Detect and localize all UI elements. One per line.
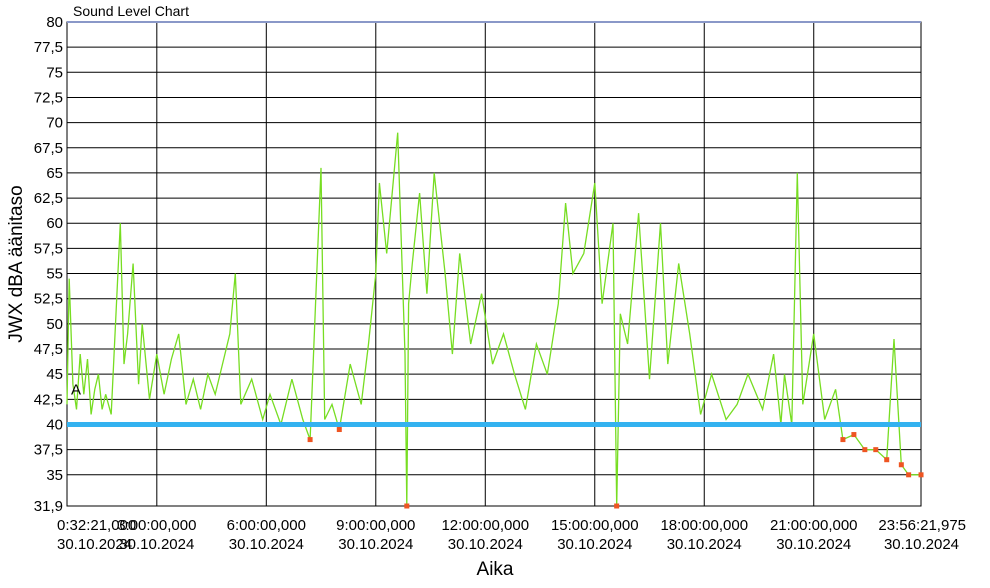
x-tick-date-label: 30.10.2024 [667,536,742,553]
x-tick-time-label: 9:00:00,000 [336,517,415,534]
y-tick-label: 70 [46,115,63,132]
y-tick-label: 72,5 [34,89,63,106]
y-tick-label: 45 [46,366,63,383]
y-tick-label: 57,5 [34,240,63,257]
y-tick-label: 55 [46,266,63,283]
below-threshold-point [307,437,313,443]
below-threshold-point [614,503,620,509]
x-axis-ticks: 0:32:21,000 30.10.2024 3:00:00,000 30.10.20… [57,517,966,553]
y-tick-label: 65 [46,165,63,182]
threshold-group: A [67,381,921,427]
below-threshold-point [884,457,890,463]
y-tick-label: 77,5 [34,39,63,56]
x-tick-time-label: 12:00:00,000 [441,517,529,534]
y-tick-label: 67,5 [34,140,63,157]
below-threshold-point [862,447,868,453]
below-threshold-point [851,432,857,438]
below-threshold-point [906,472,912,478]
x-tick-date-label: 30.10.2024 [776,536,851,553]
threshold-label: A [71,381,81,398]
y-tick-label: 35 [46,467,63,484]
below-threshold-point [898,462,904,468]
y-tick-label: 47,5 [34,341,63,358]
chart-title: Sound Level Chart [73,3,189,19]
x-axis-title: Aika [477,559,514,580]
x-tick-time-label: 6:00:00,000 [227,517,306,534]
y-tick-label: 52,5 [34,291,63,308]
plot-area [66,21,922,507]
y-tick-label: 42,5 [34,391,63,408]
y-tick-label: 62,5 [34,190,63,207]
y-tick-label: 40 [46,416,63,433]
x-tick-date-label: 30.10.2024 [229,536,304,553]
x-tick-date-label: 30.10.2024 [557,536,632,553]
y-axis-ticks: 80 77,5 75 72,5 70 67,5 65 62,5 60 57,5 55 52,5 50 47… [34,14,63,515]
y-tick-label: 31,9 [34,498,63,515]
y-tick-label: 75 [46,64,63,81]
x-tick-time-label: 23:56:21,975 [878,517,966,534]
x-tick-time-label: 15:00:00,000 [551,517,639,534]
x-tick-date-label: 30.10.2024 [57,536,132,553]
x-tick-date-label: 30.10.2024 [119,536,194,553]
y-tick-label: 80 [46,14,63,31]
series-group [66,132,921,507]
x-tick-date-label: 30.10.2024 [448,536,523,553]
below-threshold-point [873,447,879,453]
y-axis-title: JWX dBA äänitaso [6,185,27,342]
below-threshold-point [840,437,846,443]
x-tick-time-label: 18:00:00,000 [660,517,748,534]
y-tick-label: 37,5 [34,442,63,459]
x-tick-date-label: 30.10.2024 [338,536,413,553]
x-tick-time-label: 3:00:00,000 [117,517,196,534]
below-threshold-point [404,503,410,509]
x-tick-time-label: 0:32:21,000 [57,517,136,534]
below-threshold-point [918,472,924,478]
sound-level-line [66,132,921,507]
y-tick-label: 50 [46,316,63,333]
below-threshold-point [336,427,342,433]
low-level-markers [307,427,924,509]
x-tick-date-label: 30.10.2024 [884,536,959,553]
x-tick-time-label: 21:00:00,000 [770,517,858,534]
y-tick-label: 60 [46,215,63,232]
